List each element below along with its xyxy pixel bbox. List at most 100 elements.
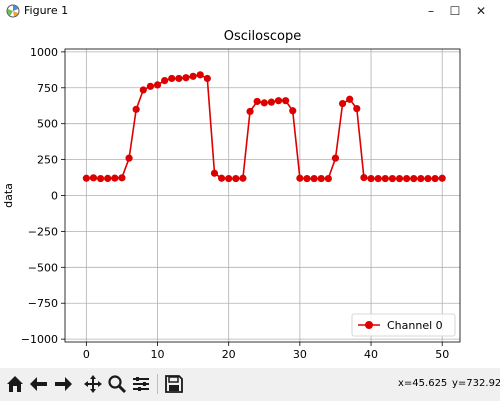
x-tick-label: 30 [293, 348, 307, 361]
data-point [225, 174, 233, 183]
data-point [410, 174, 418, 183]
data-point [118, 174, 126, 182]
x-tick-label: 50 [435, 348, 449, 361]
data-point [289, 107, 297, 115]
data-point [374, 174, 382, 183]
cursor-x-readout: x=45.625 [398, 378, 448, 389]
data-point [296, 174, 304, 182]
data-point [317, 174, 325, 183]
data-point [89, 174, 98, 182]
y-tick-label: −500 [28, 261, 58, 274]
data-point [104, 174, 112, 183]
title-bar: Figure 1 – ☐ ✕ [0, 0, 500, 22]
data-point [346, 95, 354, 103]
data-point [274, 97, 283, 105]
data-point [182, 74, 190, 82]
y-tick-label: 750 [37, 82, 58, 95]
x-tick-label: 10 [151, 348, 165, 361]
data-point [161, 76, 169, 85]
data-point [232, 174, 240, 183]
forward-arrow-icon [55, 377, 72, 391]
data-point [282, 97, 290, 105]
data-point [125, 154, 133, 162]
data-point [217, 174, 226, 182]
x-tick-label: 20 [222, 348, 236, 361]
figure-canvas[interactable]: 0 10 20 30 40 50 1000 750 500 250 0 −250 −500 −750 −10… [0, 22, 500, 368]
minimize-button[interactable]: – [408, 0, 454, 22]
data-point [388, 174, 396, 183]
chart-title: Osciloscope [224, 29, 301, 44]
close-button[interactable]: ✕ [458, 0, 500, 22]
toolbar-separator [157, 374, 158, 394]
data-point [353, 105, 361, 113]
forward-button[interactable] [52, 373, 74, 395]
save-icon [165, 375, 183, 393]
y-tick-label: −1000 [21, 333, 58, 346]
y-tick-label: 500 [37, 118, 58, 131]
data-point [82, 174, 90, 182]
pan-icon [84, 375, 102, 393]
data-point [153, 81, 162, 89]
data-point [303, 174, 311, 183]
legend-point-marker [365, 321, 373, 329]
chart[interactable]: 0 10 20 30 40 50 1000 750 500 250 0 −250 −500 −750 −10… [0, 22, 500, 368]
data-point [111, 174, 119, 182]
y-axis-label: data [2, 183, 15, 208]
y-tick-label: 0 [51, 190, 58, 203]
legend: Channel 0 [351, 313, 456, 337]
figure-background [0, 22, 500, 368]
data-point [189, 72, 197, 80]
zoom-button[interactable] [106, 373, 128, 395]
maximize-button[interactable]: ☐ [432, 0, 478, 22]
navigation-toolbar: x=45.625 y=732.929 [0, 368, 500, 401]
data-point [246, 107, 254, 116]
data-point [175, 74, 183, 83]
x-tick-label: 40 [364, 348, 378, 361]
home-icon [7, 376, 23, 392]
pan-button[interactable] [82, 373, 104, 395]
minimize-icon: – [428, 4, 434, 18]
data-point [210, 169, 219, 177]
data-point [331, 154, 340, 162]
data-point [424, 174, 432, 183]
y-tick-label: −750 [28, 297, 58, 310]
data-point [324, 174, 332, 183]
configure-subplots-icon [133, 377, 149, 391]
data-point [438, 174, 446, 182]
data-point [96, 174, 105, 183]
configure-subplots-button[interactable] [130, 373, 152, 395]
back-arrow-icon [30, 377, 47, 391]
back-button[interactable] [28, 373, 50, 395]
data-point [395, 174, 404, 183]
cursor-y-readout: y=732.929 [452, 378, 500, 389]
data-point [253, 97, 261, 106]
data-point [267, 98, 275, 106]
y-tick-label: 1000 [30, 46, 58, 59]
data-point [360, 173, 368, 182]
data-point [338, 99, 347, 108]
legend-entry-channel-0: Channel 0 [387, 319, 443, 332]
matplotlib-logo-icon [6, 4, 20, 18]
data-point [168, 74, 176, 83]
data-point [367, 174, 375, 183]
data-point [203, 74, 211, 83]
data-point [239, 174, 247, 182]
window-title: Figure 1 [24, 4, 69, 17]
y-tick-label: 250 [37, 154, 58, 167]
y-tick-label: −250 [28, 225, 58, 238]
zoom-icon [108, 375, 127, 394]
close-icon: ✕ [475, 4, 487, 18]
x-tick-label: 0 [83, 348, 90, 361]
data-point [417, 174, 425, 183]
data-point [381, 174, 389, 183]
maximize-icon: ☐ [449, 4, 461, 18]
save-button[interactable] [163, 373, 185, 395]
data-point [403, 174, 411, 183]
data-point [310, 174, 318, 183]
data-point [132, 105, 140, 113]
data-point [196, 71, 204, 79]
data-point [260, 99, 268, 107]
data-point [139, 86, 147, 94]
home-button[interactable] [4, 373, 26, 395]
